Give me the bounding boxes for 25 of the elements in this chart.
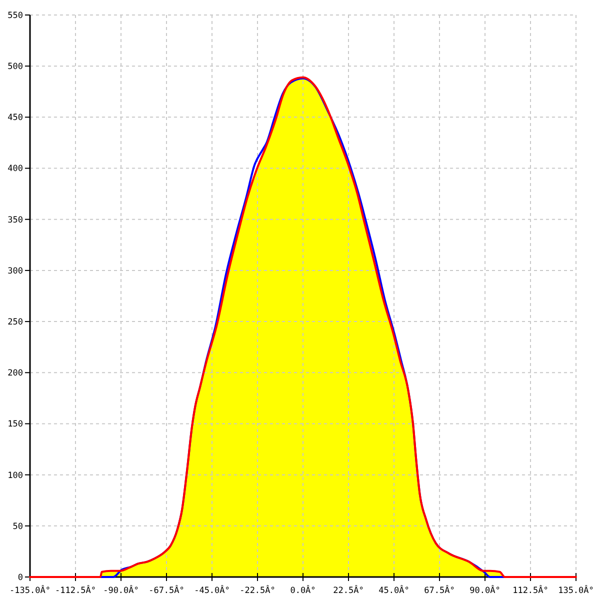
y-tick-label: 350 (8, 215, 23, 226)
x-tick-label: 67.5Â° (424, 585, 455, 596)
y-tick-label: 550 (8, 10, 23, 21)
x-tick-label: -90.0Â° (103, 585, 139, 596)
y-tick-label: 150 (8, 420, 23, 430)
x-tick-label: 112.5Â° (512, 585, 548, 596)
y-tick-label: 200 (8, 368, 23, 379)
x-tick-label: -112.5Â° (55, 585, 96, 596)
y-tick-label: 50 (12, 522, 23, 532)
y-tick-label: 0 (18, 572, 23, 583)
y-tick-label: 300 (8, 266, 23, 276)
y-tick-label: 100 (8, 470, 23, 481)
y-tick-label: 450 (8, 113, 23, 124)
x-tick-label: 90.0Â° (470, 585, 500, 596)
y-tick-label: 400 (8, 164, 23, 174)
y-tick-label: 250 (8, 318, 23, 328)
x-tick-label: -45.0Â° (194, 585, 230, 596)
x-tick-label: -135.0Â° (10, 585, 50, 596)
x-tick-label: -22.5Â° (240, 585, 276, 596)
x-tick-label: 45.0Â° (378, 585, 410, 596)
x-tick-label: 135.0Â° (558, 585, 594, 596)
x-tick-label: 0.0Â° (290, 585, 316, 596)
x-tick-label: 22.5Â° (333, 585, 364, 596)
y-tick-label: 500 (8, 62, 23, 72)
x-tick-label: -67.5Â° (148, 585, 184, 596)
